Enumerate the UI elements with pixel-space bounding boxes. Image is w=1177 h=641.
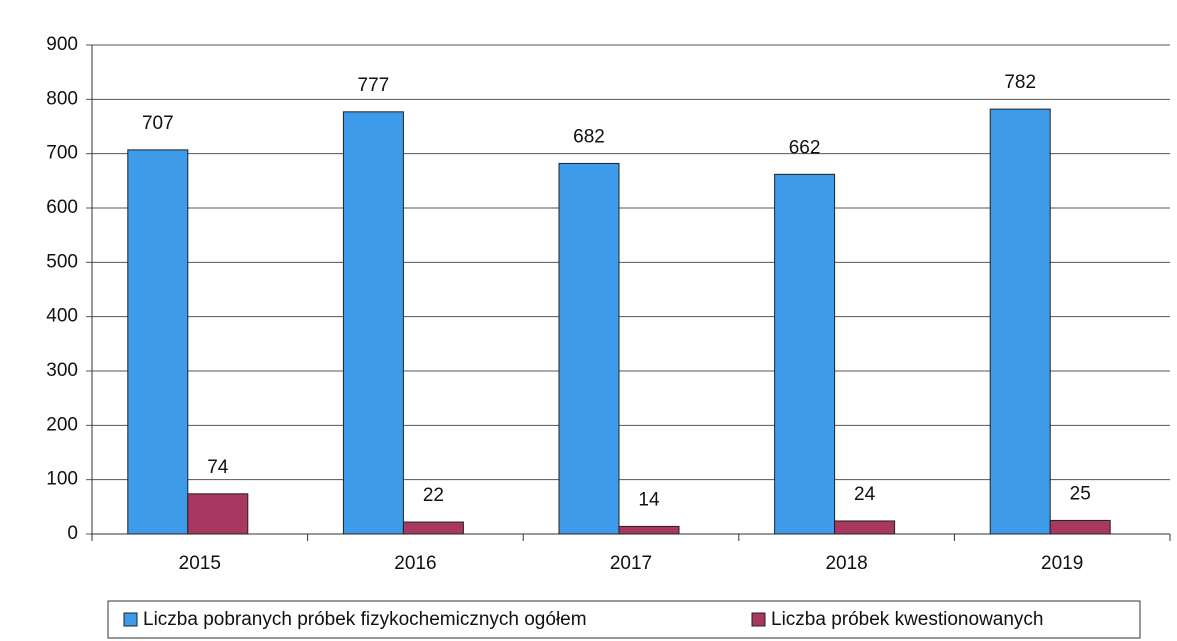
y-tick-label: 200 [46, 414, 78, 435]
data-label: 782 [1004, 72, 1036, 93]
data-label: 24 [854, 484, 876, 505]
legend-label: Liczba próbek kwestionowanych [771, 609, 1044, 630]
bar [558, 162, 620, 535]
data-label: 74 [207, 457, 229, 478]
data-label: 682 [573, 126, 605, 147]
y-tick-label: 400 [46, 306, 78, 327]
data-label: 22 [423, 485, 444, 506]
y-tick-label: 600 [46, 197, 78, 218]
y-tick-label: 800 [46, 88, 78, 109]
bar [1049, 519, 1111, 535]
x-tick-label: 2018 [825, 553, 867, 574]
bar [774, 173, 836, 535]
data-label: 707 [142, 113, 174, 134]
y-tick-label: 700 [46, 143, 78, 164]
bar [187, 493, 249, 535]
bar [402, 521, 464, 535]
x-tick-label: 2017 [610, 553, 652, 574]
y-tick-label: 900 [46, 34, 78, 55]
y-tick-label: 0 [67, 523, 78, 544]
bar [834, 520, 896, 535]
y-tick-label: 100 [46, 469, 78, 490]
x-tick-label: 2019 [1041, 553, 1083, 574]
legend-swatch [123, 612, 138, 627]
x-tick-label: 2015 [179, 553, 221, 574]
bar [127, 149, 189, 535]
bar [342, 111, 404, 535]
y-tick-label: 500 [46, 251, 78, 272]
bar [989, 108, 1051, 535]
bar [618, 525, 680, 535]
legend-label: Liczba pobranych próbek fizykochemicznyc… [143, 609, 587, 630]
legend-swatch [751, 612, 766, 627]
data-label: 25 [1070, 483, 1091, 504]
data-label: 662 [789, 137, 821, 158]
data-label: 777 [358, 75, 390, 96]
data-label: 14 [638, 489, 660, 510]
legend-box [107, 600, 1141, 639]
y-tick-label: 300 [46, 360, 78, 381]
x-tick-label: 2016 [394, 553, 436, 574]
